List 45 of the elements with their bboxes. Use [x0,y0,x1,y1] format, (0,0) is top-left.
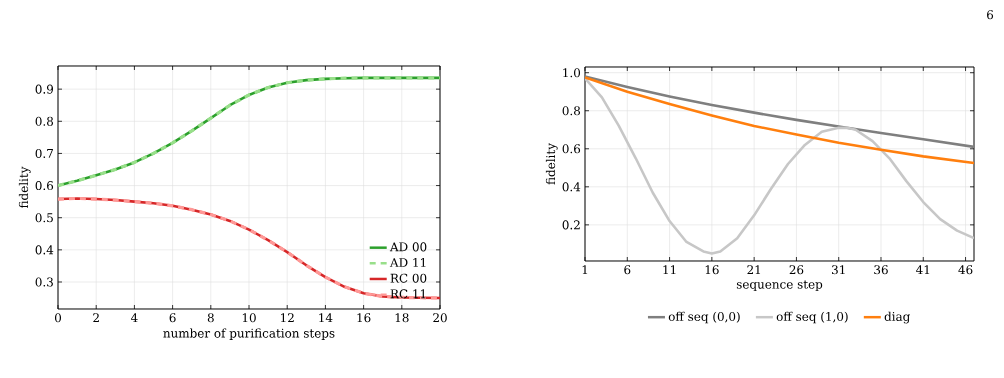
x-axis-title: number of purification steps [163,328,335,340]
x-tick-label: 2 [93,313,99,323]
x-tick-label: 16 [705,265,719,275]
x-tick-label: 20 [433,313,447,323]
x-tick-label: 21 [747,265,761,275]
y-tick-label: 0.9 [35,84,54,94]
legend-label: AD 00 [389,242,427,252]
x-tick-label: 14 [319,313,333,323]
x-tick-label: 1 [582,265,588,275]
legend-label: diag [884,311,910,324]
y-tick-label: 0.4 [35,245,54,255]
x-tick-label: 10 [242,313,256,323]
y-axis-title: fidelity [545,143,558,185]
y-tick-label: 0.3 [35,277,53,287]
x-tick-label: 0 [54,313,62,323]
x-tick-label: 46 [958,265,973,275]
x-tick-label: 41 [916,265,930,275]
x-tick-label: 26 [789,265,804,275]
y-tick-label: 0.8 [35,116,54,126]
x-tick-label: 18 [395,313,409,323]
y-tick-label: 0.8 [562,106,581,116]
y-tick-label: 1.0 [563,68,581,78]
y-tick-label: 0.6 [562,144,581,154]
text: 6 [987,10,994,20]
x-tick-label: 36 [874,265,888,275]
x-tick-label: 31 [832,265,845,275]
legend-label: off seq (0,0) [668,311,740,324]
y-tick-label: 0.5 [35,213,53,223]
x-tick-label: 6 [169,313,176,323]
legend-label: off seq (1,0) [776,311,848,324]
x-axis-title: sequence step [736,280,823,292]
x-tick-label: 4 [130,313,138,323]
legend-label: RC 11 [390,289,426,299]
x-tick-label: 16 [357,313,371,323]
x-tick-label: 12 [281,313,294,323]
x-tick-label: 11 [663,265,676,275]
y-axis-title: fidelity [18,166,31,209]
y-tick-label: 0.6 [35,181,54,191]
legend-label: AD 11 [389,257,426,267]
y-tick-label: 0.7 [35,148,53,158]
x-tick-label: 8 [207,313,214,323]
legend-label: RC 00 [390,273,427,283]
x-tick-label: 6 [624,265,631,275]
y-tick-label: 0.2 [562,220,580,230]
y-tick-label: 0.4 [562,182,581,192]
